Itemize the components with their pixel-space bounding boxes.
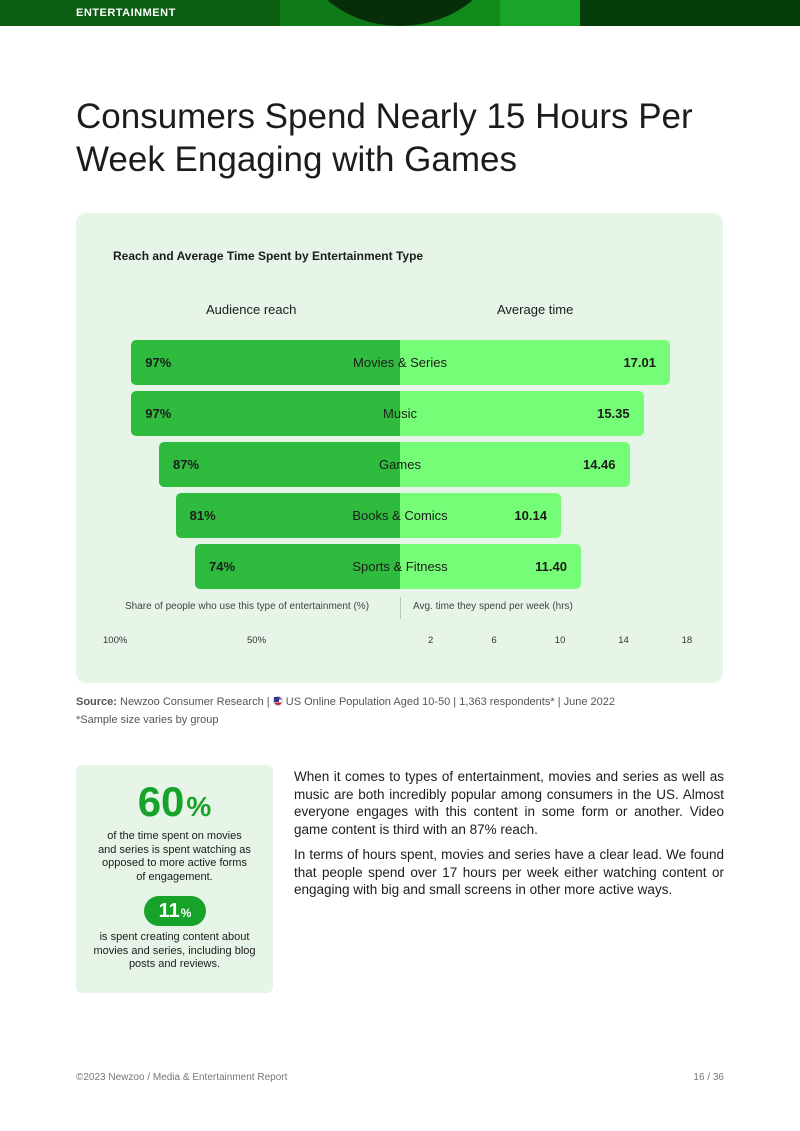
right-tick-label: 10 bbox=[554, 635, 566, 646]
time-bar bbox=[400, 391, 644, 436]
time-value-label: 14.46 bbox=[582, 457, 616, 472]
big-stat: 60% bbox=[76, 778, 273, 826]
left-tick-label: 100% bbox=[103, 635, 128, 646]
time-value-label: 17.01 bbox=[623, 355, 656, 370]
small-stat-unit: % bbox=[180, 906, 192, 920]
small-stat-value: 11 bbox=[158, 900, 180, 922]
reach-value-label: 97% bbox=[145, 406, 172, 421]
right-axis-label: Avg. time they spend per week (hrs) bbox=[413, 601, 573, 612]
source-text: Newzoo Consumer Research | bbox=[120, 696, 273, 708]
source-text-2: US Online Population Aged 10-50 | 1,363 … bbox=[285, 696, 615, 708]
top-banner: ENTERTAINMENT bbox=[0, 0, 800, 26]
category-label: Games bbox=[379, 457, 421, 472]
time-bar bbox=[400, 544, 581, 589]
small-stat-pill: 11% bbox=[144, 896, 206, 926]
legend-audience-reach: Audience reach bbox=[206, 302, 297, 317]
axis-divider bbox=[400, 597, 401, 619]
time-value-label: 10.14 bbox=[514, 508, 547, 523]
category-label: Music bbox=[383, 406, 417, 421]
us-flag-icon bbox=[272, 696, 283, 706]
big-stat-value: 60 bbox=[137, 778, 185, 825]
reach-bar bbox=[159, 442, 400, 487]
reach-bar bbox=[175, 493, 400, 538]
section-label: ENTERTAINMENT bbox=[76, 7, 176, 19]
reach-value-label: 87% bbox=[173, 457, 200, 472]
category-label: Books & Comics bbox=[352, 508, 448, 523]
source-label: Source: bbox=[76, 696, 117, 708]
chart-title: Reach and Average Time Spent by Entertai… bbox=[113, 249, 424, 263]
right-tick-label: 18 bbox=[681, 635, 693, 646]
reach-bar bbox=[195, 544, 400, 589]
body-paragraph-1: When it comes to types of entertainment,… bbox=[294, 769, 724, 837]
right-tick-label: 6 bbox=[491, 635, 497, 646]
page-title: Consumers Spend Nearly 15 Hours Per Week… bbox=[76, 97, 693, 179]
time-value-label: 15.35 bbox=[597, 406, 630, 421]
reach-value-label: 97% bbox=[145, 355, 172, 370]
big-stat-unit: % bbox=[186, 791, 212, 822]
body-paragraph-2: In terms of hours spent, movies and seri… bbox=[294, 847, 724, 897]
time-bar bbox=[400, 340, 670, 385]
category-label: Movies & Series bbox=[353, 355, 447, 370]
reach-bar bbox=[131, 391, 400, 436]
legend-average-time: Average time bbox=[497, 302, 574, 317]
right-tick-label: 14 bbox=[618, 635, 629, 646]
right-tick-label: 2 bbox=[428, 635, 434, 646]
footer-copyright: ©2023 Newzoo / Media & Entertainment Rep… bbox=[76, 1072, 288, 1083]
time-bar bbox=[400, 493, 561, 538]
small-stat-text: is spent creating content about movies a… bbox=[93, 931, 256, 970]
left-axis-label: Share of people who use this type of ent… bbox=[125, 601, 370, 612]
sample-note: *Sample size varies by group bbox=[76, 714, 219, 726]
time-bar bbox=[400, 442, 630, 487]
time-value-label: 11.40 bbox=[535, 559, 567, 574]
left-tick-label: 50% bbox=[247, 635, 267, 646]
page-number: 16 / 36 bbox=[693, 1072, 724, 1083]
reach-value-label: 74% bbox=[209, 559, 236, 574]
source-line: Source: Newzoo Consumer Research | US On… bbox=[76, 696, 615, 708]
big-stat-text: of the time spent on movies and series i… bbox=[98, 830, 251, 883]
category-label: Sports & Fitness bbox=[352, 559, 448, 574]
reach-value-label: 81% bbox=[189, 508, 216, 523]
reach-bar bbox=[131, 340, 400, 385]
stat-box bbox=[76, 765, 273, 993]
